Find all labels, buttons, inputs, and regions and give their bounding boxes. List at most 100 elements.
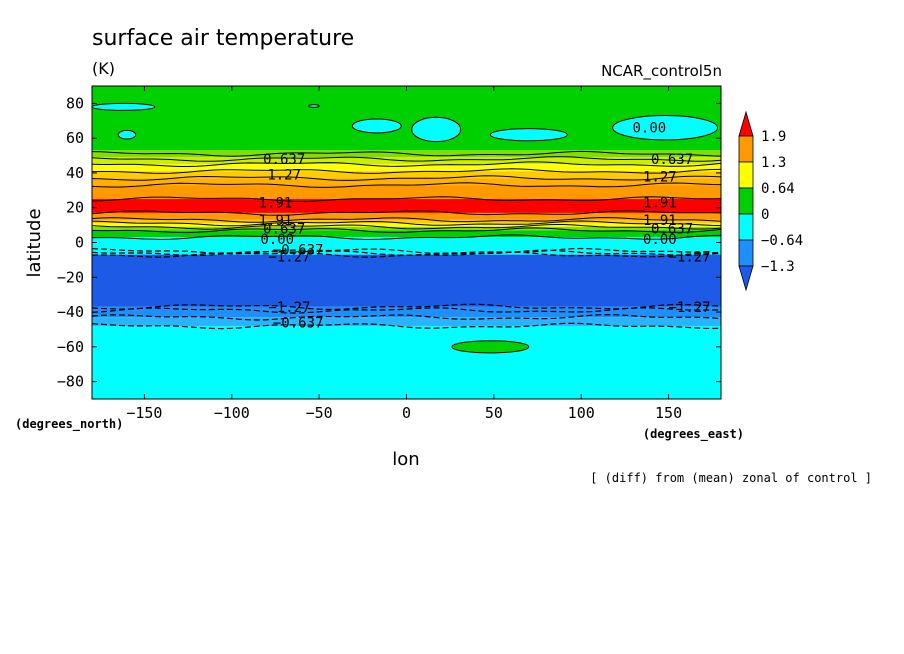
contour-label: −0.637 (273, 242, 324, 258)
colorbar-level-label: 0.64 (761, 181, 795, 197)
colorbar-swatch (738, 213, 754, 241)
contour-label: 0.637 (263, 152, 305, 168)
contour-patch (411, 116, 462, 143)
x-tick-label: 150 (655, 404, 682, 422)
contour-label: 1.27 (267, 168, 301, 184)
x-tick-label: −50 (306, 404, 333, 422)
contour-line (92, 224, 721, 230)
contour-label: −1.27 (668, 300, 710, 316)
colorbar-swatch (738, 161, 754, 189)
contour-line (92, 196, 721, 202)
contour-patch (92, 102, 156, 111)
contour-line (92, 217, 721, 223)
y-axis-label: latitude (24, 208, 45, 277)
temperature-band (92, 317, 721, 326)
colorbar-swatch (738, 135, 754, 163)
temperature-band (92, 230, 721, 238)
y-tick-label: −60 (57, 338, 84, 356)
contour-line (92, 227, 721, 234)
colorbar-arrow-bottom (738, 265, 754, 292)
contour-label: −0.637 (273, 315, 324, 331)
contour-line-dashed (92, 307, 721, 314)
contour-line-dashed (92, 251, 721, 258)
temperature-bands (92, 86, 721, 399)
y-tick-label: 60 (66, 129, 84, 147)
contour-patch (351, 118, 402, 134)
x-axis-units: (degrees_east) (643, 427, 744, 442)
contour-line (92, 161, 721, 167)
contour-line (92, 182, 721, 188)
contour-label: −1.27 (268, 300, 310, 316)
x-tick-label: −150 (126, 404, 162, 422)
contour-patches (92, 102, 719, 354)
contour-line (92, 150, 721, 157)
temperature-band (92, 185, 721, 200)
contour-line (92, 175, 721, 181)
contour-line-dashed (92, 249, 721, 257)
x-tick-label: 50 (485, 404, 503, 422)
contour-patch (489, 128, 568, 142)
temperature-band (92, 306, 721, 318)
colorbar-level-label: −1.3 (761, 259, 795, 275)
y-tick-label: −80 (57, 373, 84, 391)
x-axis-label: lon (392, 449, 419, 470)
temperature-band (92, 164, 721, 172)
y-tick-label: 0 (75, 234, 84, 252)
x-tick-label: 0 (402, 404, 411, 422)
contour-label: 0.637 (651, 222, 693, 238)
colorbar-level-label: 1.9 (761, 129, 786, 145)
contour-label: 0.637 (263, 222, 305, 238)
temperature-band (92, 223, 721, 227)
colorbar: 1.9 1.3 0.64 0 −0.64 −1.3 (738, 110, 803, 292)
contour-lines (92, 150, 721, 330)
contour-patch (308, 104, 320, 108)
contour-label: 1.91 (259, 196, 293, 212)
chart-units: (K) (92, 59, 115, 78)
contour-line (92, 210, 721, 216)
contour-label: −1.27 (268, 249, 310, 265)
contour-line (92, 168, 721, 174)
colorbar-level-label: 0 (761, 207, 769, 223)
contour-label: 1.27 (643, 169, 677, 185)
y-tick-label: −20 (57, 268, 84, 286)
temperature-band (92, 171, 721, 179)
temperature-band (92, 325, 721, 399)
contour-line-dashed (92, 322, 721, 330)
contour-label: 0.00 (633, 121, 667, 137)
x-tick-label: −100 (214, 404, 250, 422)
colorbar-level-label: −0.64 (761, 233, 803, 249)
temperature-band (92, 199, 721, 213)
footnote: [ (diff) from (mean) zonal of control ] (590, 471, 872, 485)
temperature-band (92, 212, 721, 220)
y-axis-units: (degrees_north) (15, 417, 123, 432)
contour-label: 0.00 (643, 232, 677, 248)
colorbar-level-label: 1.3 (761, 155, 786, 171)
temperature-band (92, 219, 721, 224)
contour-line-dashed (92, 247, 721, 255)
contour-label: 0.637 (651, 152, 693, 168)
contour-line-dashed (92, 314, 721, 321)
contour-label: 1.91 (259, 213, 293, 229)
contour-label: −1.27 (668, 249, 710, 265)
colorbar-swatch (738, 187, 754, 215)
chart-title: surface air temperature (92, 26, 354, 51)
contour-patch (117, 129, 137, 140)
y-tick-label: −40 (57, 303, 84, 321)
x-tick-label: 100 (568, 404, 595, 422)
contour-patch (451, 340, 530, 354)
contour-label: 1.91 (643, 213, 677, 229)
temperature-band (92, 178, 721, 186)
contour-line (92, 234, 721, 241)
temperature-band (92, 254, 721, 307)
contour-label: 0.00 (260, 232, 294, 248)
temperature-band (92, 237, 721, 255)
temperature-band (92, 86, 721, 151)
contour-label: 1.91 (643, 196, 677, 212)
y-tick-label: 40 (66, 164, 84, 182)
y-tick-label: 80 (66, 94, 84, 112)
colorbar-swatch (738, 239, 754, 267)
contour-line (92, 220, 721, 227)
y-axis-ticks: 80 60 40 20 0 −20 −40 −60 −80 (57, 94, 721, 391)
